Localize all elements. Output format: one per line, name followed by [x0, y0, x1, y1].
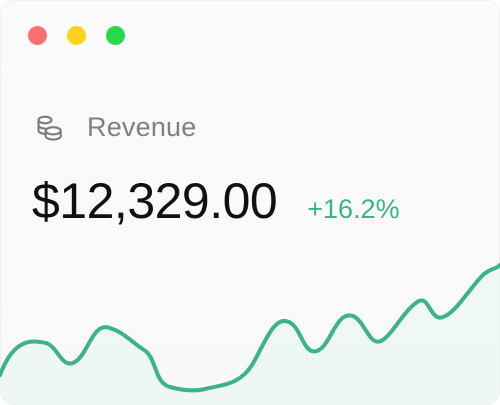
metric-label: Revenue — [87, 112, 197, 142]
window-controls — [28, 26, 125, 45]
revenue-sparkline — [0, 263, 500, 405]
maximize-window-button[interactable] — [106, 26, 125, 45]
metric-change: +16.2% — [307, 194, 400, 224]
metric-header: Revenue — [35, 112, 196, 143]
close-window-button[interactable] — [28, 26, 47, 45]
value-row: $12,329.00 +16.2% — [32, 176, 400, 226]
sparkline-area — [0, 265, 500, 405]
coins-icon — [37, 115, 62, 141]
minimize-window-button[interactable] — [67, 26, 86, 45]
sparkline-line — [0, 263, 500, 393]
metric-value: $12,329.00 — [32, 173, 278, 229]
